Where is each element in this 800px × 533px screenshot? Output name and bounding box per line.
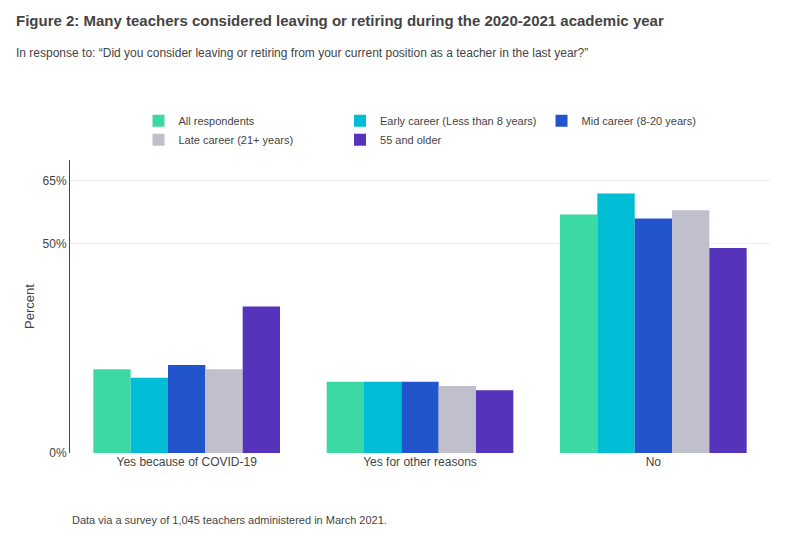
svg-text:55 and older: 55 and older bbox=[380, 134, 441, 146]
svg-text:Mid career (8-20 years): Mid career (8-20 years) bbox=[582, 115, 696, 127]
svg-text:65%: 65% bbox=[43, 174, 67, 188]
svg-text:All respondents: All respondents bbox=[179, 115, 255, 127]
svg-text:Late career (21+ years): Late career (21+ years) bbox=[179, 134, 294, 146]
svg-text:Yes because of COVID-19: Yes because of COVID-19 bbox=[117, 455, 258, 469]
svg-text:0%: 0% bbox=[49, 446, 67, 460]
svg-text:Yes for other reasons: Yes for other reasons bbox=[363, 455, 477, 469]
svg-text:No: No bbox=[646, 455, 662, 469]
svg-text:Figure 2: Many teachers consid: Figure 2: Many teachers considered leavi… bbox=[16, 12, 664, 29]
svg-text:In response to: “Did you consi: In response to: “Did you consider leavin… bbox=[16, 46, 588, 60]
svg-text:Percent: Percent bbox=[22, 284, 37, 329]
svg-text:Data via a survey of 1,045 tea: Data via a survey of 1,045 teachers admi… bbox=[72, 514, 387, 526]
svg-text:Early career (Less than 8 year: Early career (Less than 8 years) bbox=[380, 115, 537, 127]
svg-text:50%: 50% bbox=[43, 237, 67, 251]
